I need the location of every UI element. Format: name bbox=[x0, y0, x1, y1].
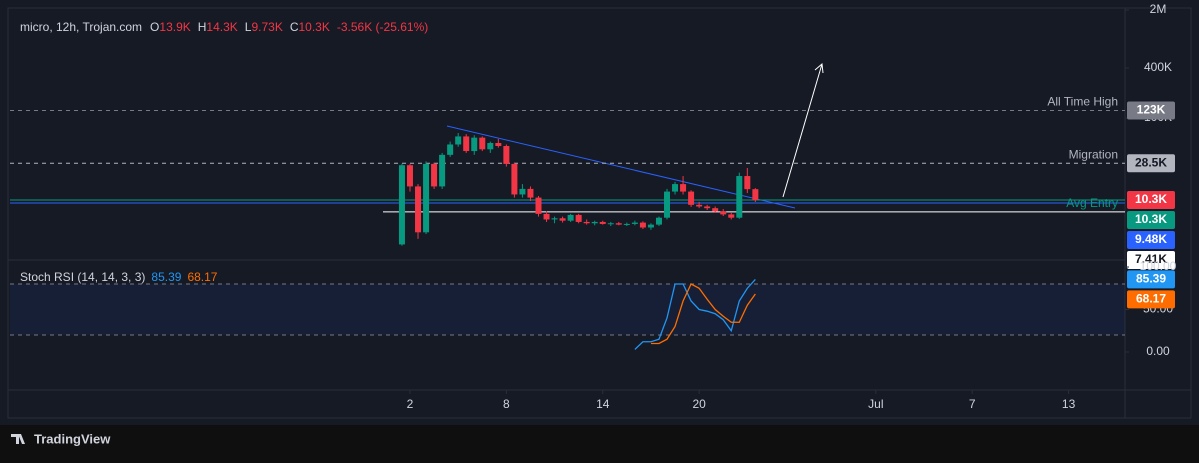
level-note: Avg Entry bbox=[1066, 196, 1118, 210]
candle-body bbox=[615, 223, 622, 225]
candle-body bbox=[655, 217, 662, 225]
legend-key: H bbox=[198, 20, 207, 34]
branding: TradingView bbox=[34, 431, 111, 446]
x-tick-label: Jul bbox=[868, 397, 883, 411]
legend-value: 13.9K bbox=[159, 20, 190, 34]
candle-body bbox=[439, 154, 446, 187]
candle-body bbox=[599, 221, 606, 224]
legend-value: 68.17 bbox=[187, 270, 217, 284]
price-badge bbox=[1127, 230, 1175, 249]
x-tick-label: 14 bbox=[596, 397, 610, 411]
price-badge-label: 10.3K bbox=[1135, 212, 1167, 226]
candle-body bbox=[712, 208, 719, 212]
candle-body bbox=[463, 136, 470, 152]
candle-body bbox=[583, 221, 590, 224]
candle-body bbox=[607, 223, 614, 225]
price-badge-label: 10.3K bbox=[1135, 192, 1167, 206]
legend-value: 9.73K bbox=[251, 20, 282, 34]
candle-body bbox=[728, 214, 735, 218]
candle-body bbox=[503, 146, 510, 164]
y-tick-label: 400K bbox=[1144, 60, 1172, 74]
value-badge-label: 85.39 bbox=[1136, 272, 1166, 286]
value-badge-label: 68.17 bbox=[1136, 292, 1166, 306]
price-badge-label: 9.48K bbox=[1135, 232, 1167, 246]
legend-key: C bbox=[290, 20, 299, 34]
legend-value: -3.56K (-25.61%) bbox=[337, 20, 428, 34]
candle-body bbox=[406, 165, 413, 187]
x-tick-label: 2 bbox=[407, 397, 414, 411]
candle-body bbox=[398, 165, 405, 245]
stoch-line bbox=[650, 283, 756, 345]
price-badge bbox=[1127, 210, 1175, 229]
candle-body bbox=[664, 191, 671, 218]
candle-body bbox=[479, 137, 486, 150]
level-note: All Time High bbox=[1047, 95, 1118, 109]
background bbox=[0, 0, 1199, 425]
candle-body bbox=[639, 222, 646, 228]
candle-body bbox=[744, 176, 751, 190]
legend-value: 14.3K bbox=[206, 20, 237, 34]
x-tick-label: 8 bbox=[503, 397, 510, 411]
candle-body bbox=[423, 163, 430, 233]
price-badge bbox=[1127, 101, 1175, 120]
candle-body bbox=[543, 213, 550, 220]
candle-body bbox=[495, 143, 502, 147]
candle-body bbox=[519, 188, 526, 195]
candle-body bbox=[736, 176, 743, 218]
legend-value: 85.39 bbox=[151, 270, 181, 284]
arrow bbox=[782, 63, 824, 198]
candle-body bbox=[647, 224, 654, 228]
price-badge bbox=[1127, 154, 1175, 173]
candle-body bbox=[704, 206, 711, 209]
candle-body bbox=[591, 221, 598, 224]
price-badge-label: 7.41K bbox=[1135, 252, 1167, 266]
indicator-title: Stoch RSI (14, 14, 3, 3) bbox=[20, 270, 145, 284]
candle-body bbox=[567, 214, 574, 221]
legend-value: 10.3K bbox=[299, 20, 330, 34]
logo bbox=[11, 434, 25, 444]
y-tick-label: 0.00 bbox=[1146, 344, 1170, 358]
price-badge-label: 123K bbox=[1137, 103, 1166, 117]
candle-body bbox=[551, 218, 558, 220]
chart-title: micro, 12h, Trojan.com bbox=[20, 20, 142, 34]
candle-body bbox=[487, 143, 494, 150]
y-tick-label: 2M bbox=[1150, 2, 1167, 16]
candle-body bbox=[535, 197, 542, 214]
candle-body bbox=[455, 136, 462, 145]
value-badge bbox=[1127, 290, 1175, 309]
candle-body bbox=[623, 223, 630, 225]
frame bbox=[7, 7, 1192, 419]
candle-body bbox=[511, 163, 518, 195]
x-tick-label: 7 bbox=[969, 397, 976, 411]
candle-body bbox=[559, 218, 566, 221]
candle-body bbox=[527, 188, 534, 198]
candle-body bbox=[672, 184, 679, 192]
price-badge-label: 28.5K bbox=[1135, 155, 1167, 169]
x-tick-label: 20 bbox=[692, 397, 706, 411]
stoch-line bbox=[634, 278, 756, 350]
candle-body bbox=[631, 222, 638, 224]
candle-body bbox=[680, 184, 687, 192]
candle-body bbox=[447, 144, 454, 155]
level-note: Migration bbox=[1069, 147, 1118, 161]
candle-body bbox=[471, 137, 478, 152]
candle-body bbox=[431, 163, 438, 187]
candle-body bbox=[688, 191, 695, 205]
x-tick-label: 13 bbox=[1062, 397, 1076, 411]
band-fill bbox=[10, 284, 1125, 335]
candle-body bbox=[696, 204, 703, 207]
value-badge bbox=[1127, 270, 1175, 289]
legend-key: O bbox=[150, 20, 159, 34]
candle-body bbox=[575, 214, 582, 222]
legend-key: L bbox=[245, 20, 252, 34]
candle-body bbox=[752, 189, 759, 200]
price-badge bbox=[1127, 250, 1175, 269]
price-badge bbox=[1127, 190, 1175, 209]
candle-body bbox=[720, 211, 727, 215]
candle-body bbox=[415, 186, 422, 233]
y-tick-label: 100.00 bbox=[1140, 259, 1177, 273]
